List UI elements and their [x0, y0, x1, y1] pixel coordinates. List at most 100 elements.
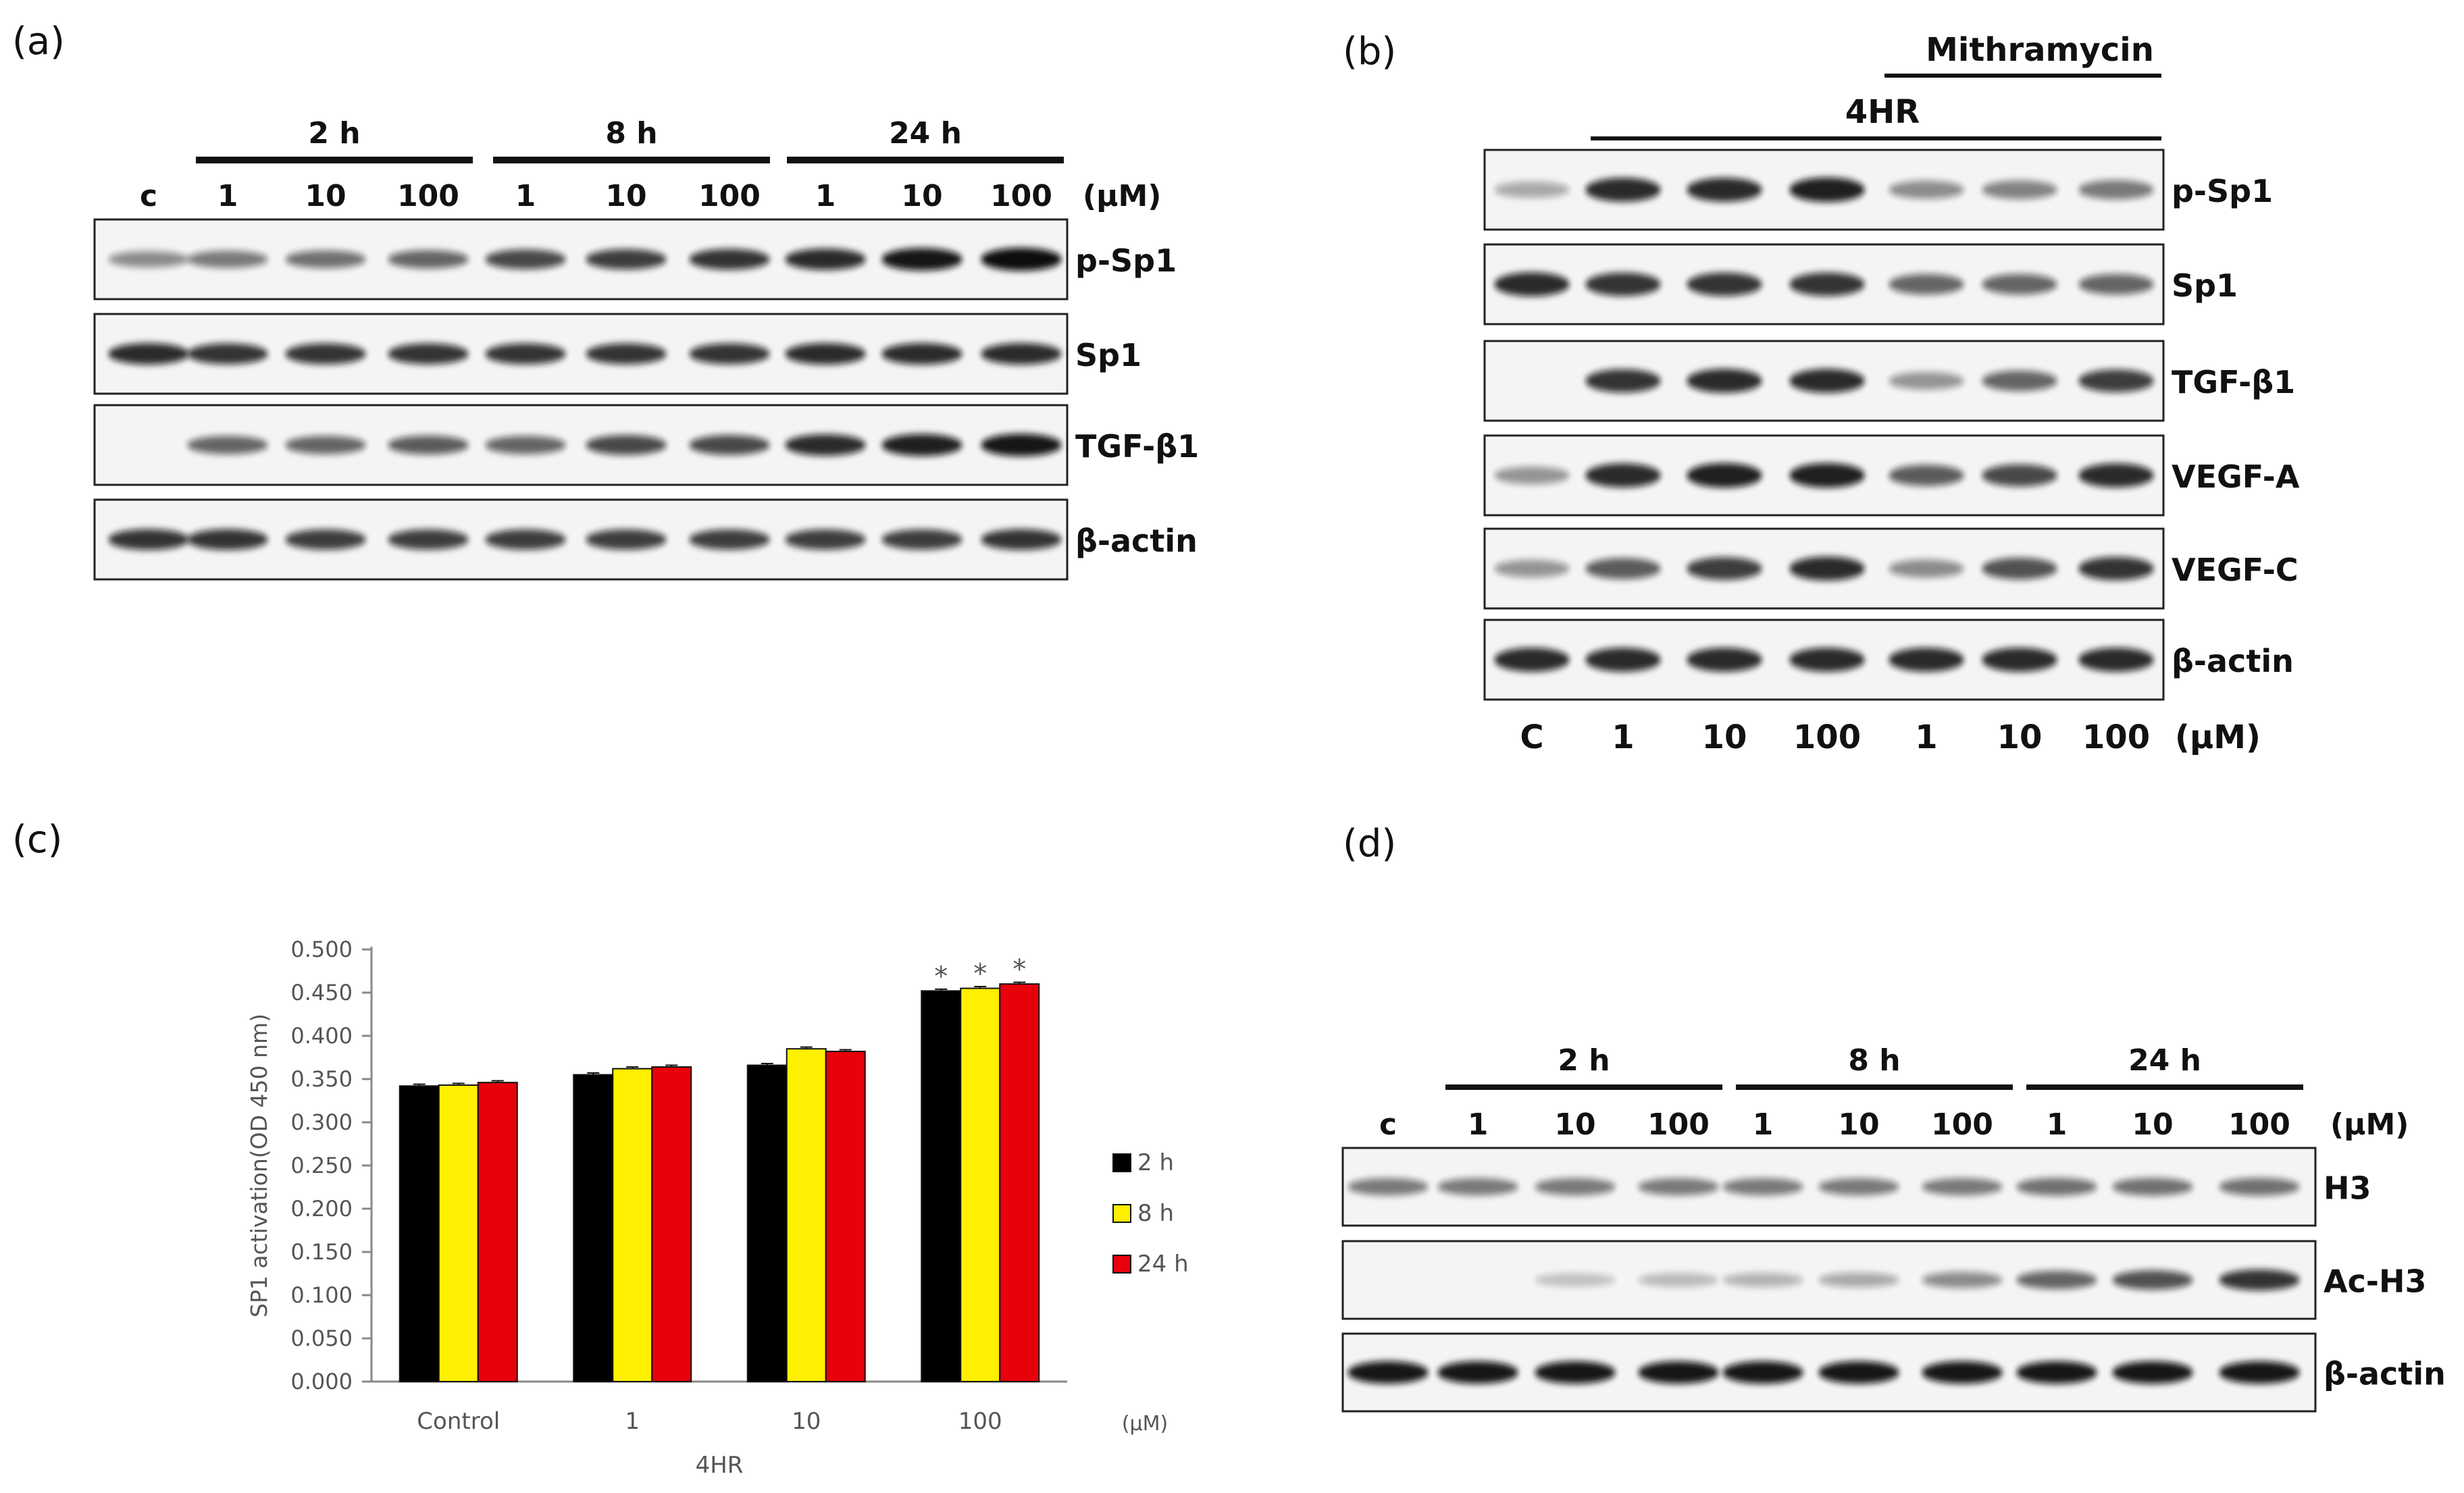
band — [1494, 648, 1570, 672]
band — [1687, 557, 1762, 580]
band — [1687, 369, 1762, 393]
band — [1585, 558, 1661, 579]
lane-label: 100 — [1647, 1107, 1710, 1142]
band — [388, 250, 469, 269]
band — [586, 529, 667, 550]
bar-2-h-control — [399, 1085, 440, 1382]
band — [981, 343, 1062, 365]
band — [388, 529, 469, 550]
lane-label: 100 — [2228, 1107, 2290, 1142]
band — [1585, 648, 1661, 672]
band — [1535, 1273, 1616, 1287]
lane-label: 1 — [217, 179, 238, 213]
bar-8-h-control — [438, 1084, 479, 1382]
band — [1982, 557, 2057, 580]
time-label-8-h: 8 h — [605, 116, 657, 151]
blot-actin: β-actin — [93, 498, 1198, 581]
band — [881, 434, 962, 456]
band — [1789, 556, 1865, 581]
blot-label-vegf-c: VEGF-C — [2172, 552, 2299, 588]
band — [689, 435, 770, 455]
band — [586, 435, 667, 455]
band — [388, 343, 469, 365]
panel-c: (c) 0.000 0.050 0.100 0.150 0.200 0.250 0.300 0.… — [12, 818, 1189, 1479]
legend-label-24-h: 24 h — [1137, 1251, 1189, 1278]
panel-d: (d) c 2 h 1 10 100 8 h 1 10 100 24 h 1 10 100 (μM) H3 Ac… — [1341, 822, 2446, 1413]
band — [1889, 180, 1964, 199]
band — [1722, 1361, 1803, 1384]
treatment-label: 4HR — [1845, 93, 1920, 131]
band — [1437, 1361, 1518, 1384]
blot-sp1: Sp1 — [1483, 243, 2238, 325]
band — [2078, 648, 2154, 672]
band — [1982, 273, 2057, 295]
band — [1818, 1178, 1899, 1196]
band — [981, 434, 1062, 456]
lane-label: 10 — [605, 179, 646, 213]
y-tick-label: 0.150 — [290, 1239, 353, 1265]
band — [485, 249, 566, 269]
band — [1535, 1178, 1616, 1196]
significance-marker: * — [1012, 954, 1026, 985]
panel-letter: (d) — [1343, 822, 1396, 866]
band — [1889, 371, 1964, 390]
y-tick-label: 0.400 — [290, 1023, 353, 1049]
bar-8-h-10 — [786, 1048, 827, 1382]
band — [1889, 648, 1964, 672]
band — [285, 436, 366, 454]
band — [187, 251, 268, 268]
band — [1437, 1178, 1518, 1196]
band — [1889, 273, 1964, 295]
y-tick-label: 0.000 — [290, 1369, 353, 1394]
band — [1494, 466, 1570, 485]
panel-a: (a) c 2 h 1 10 100 8 h 1 10 100 24 h 1 10 100 (μM) p-Sp… — [12, 20, 1199, 581]
band — [2112, 1361, 2193, 1384]
band — [1889, 465, 1964, 486]
lane-label: 10 — [2132, 1107, 2173, 1142]
lane-label: 100 — [1793, 718, 1861, 756]
band — [2112, 1178, 2193, 1196]
band — [881, 343, 962, 365]
band — [1722, 1178, 1803, 1196]
band — [2078, 369, 2154, 392]
lane-label: 1 — [2047, 1107, 2068, 1142]
blot-label-actin: β-actin — [2324, 1356, 2446, 1392]
band — [1687, 178, 1762, 202]
band — [485, 343, 566, 365]
legend: 2 h 8 h 24 h — [1112, 1149, 1189, 1278]
x-tick-label: 10 — [792, 1408, 821, 1435]
bar-24-h-1 — [651, 1066, 692, 1382]
bar-2-h-10 — [746, 1064, 788, 1383]
lane-label: 100 — [397, 179, 459, 213]
band — [689, 529, 770, 550]
bar-24-h-control — [477, 1082, 518, 1382]
band — [1585, 272, 1661, 296]
band — [1982, 464, 2057, 487]
lane-label: 10 — [1838, 1107, 1879, 1142]
band — [1494, 559, 1570, 578]
band — [2219, 1178, 2300, 1196]
blot-label-p-sp1: p-Sp1 — [2172, 173, 2273, 209]
lane-label: 100 — [990, 179, 1052, 213]
y-tick-label: 0.050 — [290, 1326, 353, 1351]
blot-tgf-1: TGF-β1 — [93, 404, 1199, 486]
band — [388, 436, 469, 454]
band — [1818, 1361, 1899, 1384]
band — [1789, 369, 1865, 393]
bar-2-h-100 — [921, 990, 962, 1382]
blot-vegf-a: VEGF-A — [1483, 434, 2300, 517]
band — [2078, 556, 2154, 581]
blot-label-actin: β-actin — [1075, 523, 1198, 559]
panel-letter: (b) — [1343, 30, 1396, 74]
band — [2078, 273, 2154, 295]
significance-marker: * — [934, 961, 948, 992]
lane-label: 10 — [901, 179, 942, 213]
band — [2016, 1270, 2097, 1290]
band — [785, 248, 866, 270]
time-label-2-h: 2 h — [1558, 1043, 1610, 1078]
band — [1535, 1361, 1616, 1384]
blot-p-sp1: p-Sp1 — [93, 218, 1177, 300]
lane-label: 1 — [1468, 1107, 1489, 1142]
band — [1922, 1361, 2003, 1384]
